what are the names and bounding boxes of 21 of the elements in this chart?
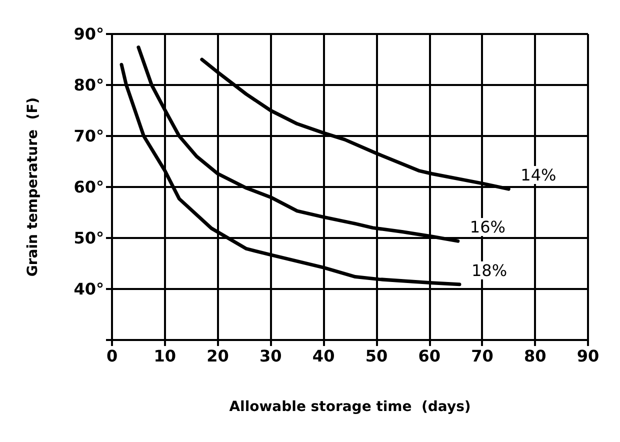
y-tick-label: 70° [74, 126, 104, 146]
x-tick-label: 0 [106, 346, 118, 366]
x-tick-label: 90 [576, 346, 600, 366]
series-label: 14% [520, 166, 556, 185]
series-label: 18% [471, 260, 508, 280]
x-tick-label: 60 [418, 346, 440, 366]
y-tick-label: 90° [74, 24, 104, 44]
x-tick-label: 30 [260, 346, 282, 366]
x-tick-label: 20 [206, 346, 229, 366]
x-tick-label: 80 [524, 346, 546, 366]
x-tick-label: 50 [365, 346, 388, 366]
x-axis-title: Allowable storage time (days) [229, 399, 471, 415]
y-axis-title: Grain temperature (F) [25, 97, 41, 277]
x-tick-label: 10 [154, 346, 176, 366]
y-tick-label: 40° [74, 280, 104, 298]
series-label: 16% [470, 218, 506, 237]
y-tick-label: 80° [74, 76, 104, 94]
y-tick-label: 50° [74, 228, 104, 248]
y-tick-label: 60° [74, 178, 104, 196]
x-tick-label: 40 [312, 346, 335, 366]
x-tick-label: 70 [471, 346, 494, 366]
